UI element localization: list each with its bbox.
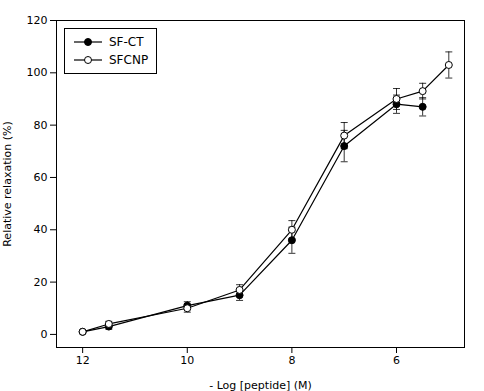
html-text:SFCNP: SFCNP	[109, 53, 149, 67]
svg-text:120: 120	[27, 14, 48, 27]
svg-text:80: 80	[34, 119, 48, 132]
svg-text:0: 0	[41, 328, 48, 341]
svg-text:12: 12	[76, 354, 90, 367]
html-text:SF-CT: SF-CT	[109, 35, 144, 49]
svg-text:Relative relaxation (%): Relative relaxation (%)	[1, 121, 14, 247]
svg-text:100: 100	[27, 66, 48, 79]
svg-text:40: 40	[34, 223, 48, 236]
svg-text:20: 20	[34, 276, 48, 289]
svg-text:- Log [peptide] (M): - Log [peptide] (M)	[209, 379, 312, 391]
svg-text:10: 10	[180, 354, 194, 367]
svg-text:8: 8	[288, 354, 295, 367]
svg-text:6: 6	[393, 354, 400, 367]
svg-text:60: 60	[34, 171, 48, 184]
